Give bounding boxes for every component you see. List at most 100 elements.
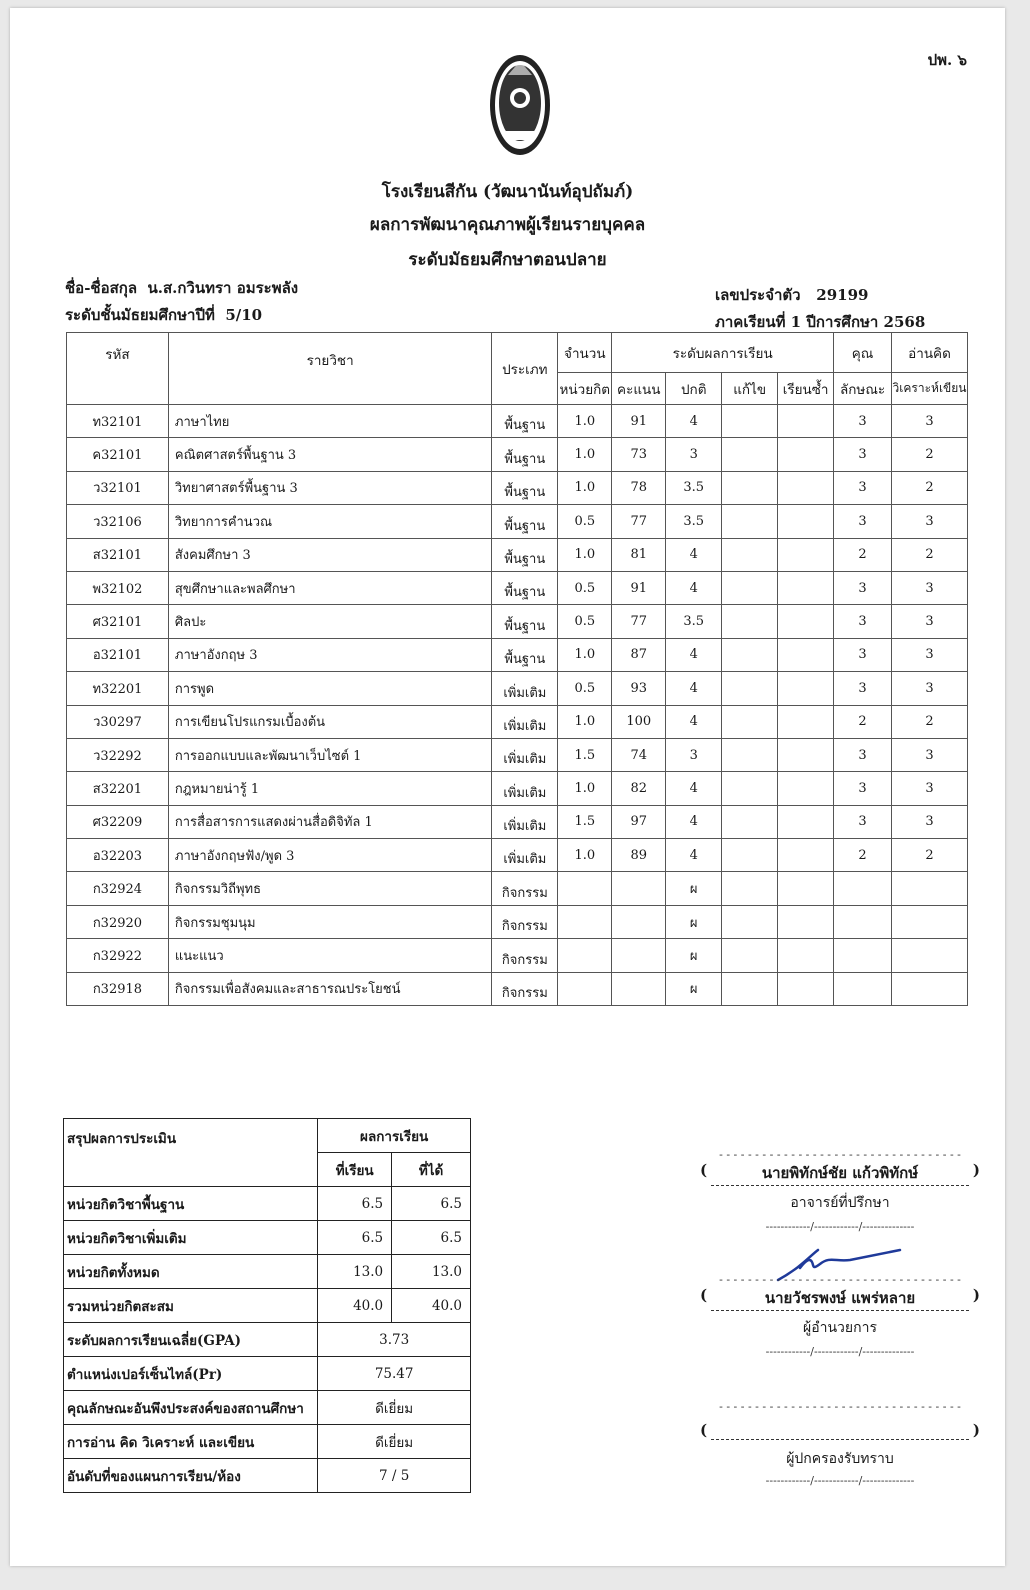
grade-row: ก32924 กิจกรรมวิถีพุทธ กิจกรรม ผ [66, 871, 968, 906]
grade-normal: 4 [665, 671, 723, 706]
header-reading-bottom: วิเคราะห์เขียน [891, 372, 968, 405]
credits-enrolled: 6.5 [317, 1186, 393, 1221]
director-signature-block: - - - - - - - - - - - - - - - - - - - - … [700, 1273, 980, 1358]
term-line: ภาคเรียนที่ 1 ปีการศึกษา 2568 [715, 313, 926, 331]
grade-fix [721, 737, 779, 773]
character-score: 3 [833, 504, 893, 539]
grade-fix [721, 971, 779, 1007]
grade-normal: ผ [665, 871, 723, 906]
course-type: พื้นฐาน [491, 537, 559, 572]
header-fix: แก้ไข [721, 372, 779, 405]
grade-normal: 3.5 [665, 470, 723, 506]
character-score: 3 [833, 737, 893, 773]
grade-row: ส32201 กฎหมายน่ารู้ 1 เพิ่มเติม 1.0 82 4 3 3 [66, 771, 968, 806]
course-code: ว30297 [66, 704, 169, 739]
course-type: พื้นฐาน [491, 504, 559, 539]
student-name: น.ส.กวินทรา อมระพลัง [147, 279, 299, 297]
grade-normal: 3.5 [665, 604, 723, 639]
parent-signature-block: - - - - - - - - - - - - - - - - - - - - … [700, 1400, 980, 1487]
credits-earned: 40.0 [391, 1288, 471, 1323]
summary-value: ดีเยี่ยม [317, 1390, 471, 1425]
advisor-date-line: ------------/------------/-------------- [765, 1220, 915, 1233]
header-result-group: ระดับผลการเรียน [611, 332, 835, 373]
grade-repeat [777, 604, 835, 639]
course-code: ส32201 [66, 771, 169, 806]
course-type: เพิ่มเติม [491, 771, 559, 806]
course-name: การพูด [167, 671, 493, 706]
summary-label: หน่วยกิตทั้งหมด [62, 1254, 319, 1289]
reading-score: 3 [891, 504, 968, 539]
grade-fix [721, 637, 779, 673]
grade-row: ศ32209 การสื่อสารการแสดงผ่านสื่อดิจิทัล 1… [66, 804, 968, 840]
summary-row: อันดับที่ของแผนการเรียน/ห้อง 7 / 5 [62, 1458, 471, 1493]
grade-normal: ผ [665, 971, 723, 1007]
credits-enrolled: 13.0 [317, 1254, 393, 1289]
course-code: อ32101 [66, 637, 169, 673]
course-name: ภาษาอังกฤษฟัง/พูด 3 [167, 838, 493, 873]
class-label: ระดับชั้นมัธยมศึกษาปีที่ [65, 306, 215, 324]
score: 91 [611, 570, 667, 606]
summary-label: ตำแหน่งเปอร์เซ็นไทล์(Pr) [62, 1356, 319, 1391]
reading-score: 3 [891, 637, 968, 673]
grade-normal: ผ [665, 938, 723, 973]
credits: 1.0 [557, 470, 613, 506]
score: 73 [611, 437, 667, 472]
course-name: สังคมศึกษา 3 [167, 537, 493, 572]
director-name: นายวัชรพงษ์ แพร่หลาย [711, 1286, 969, 1311]
course-type: เพิ่มเติม [491, 704, 559, 739]
credits: 1.0 [557, 704, 613, 739]
grade-row: ก32922 แนะแนว กิจกรรม ผ [66, 938, 968, 973]
grade-repeat [777, 771, 835, 806]
summary-label: ระดับผลการเรียนเฉลี่ย(GPA) [62, 1322, 319, 1357]
header-reading-top: อ่านคิด [891, 332, 968, 373]
reading-score: 3 [891, 737, 968, 773]
character-score: 2 [833, 838, 893, 873]
grade-row: ท32201 การพูด เพิ่มเติม 0.5 93 4 3 3 [66, 671, 968, 706]
school-name: โรงเรียนสีกัน (วัฒนานันท์อุปถัมภ์) [381, 182, 634, 202]
character-score: 3 [833, 637, 893, 673]
character-score: 2 [833, 537, 893, 572]
course-type: พื้นฐาน [491, 570, 559, 606]
header-code: รหัส [66, 332, 169, 405]
summary-credit-row: หน่วยกิตวิชาพื้นฐาน 6.5 6.5 [62, 1186, 471, 1221]
grade-row: อ32101 ภาษาอังกฤษ 3 พื้นฐาน 1.0 87 4 3 3 [66, 637, 968, 673]
grade-repeat [777, 737, 835, 773]
summary-label: หน่วยกิตวิชาพื้นฐาน [62, 1186, 319, 1221]
grade-normal: 3 [665, 737, 723, 773]
reading-score [891, 938, 968, 973]
course-code: ว32106 [66, 504, 169, 539]
grade-row: ส32101 สังคมศึกษา 3 พื้นฐาน 1.0 81 4 2 2 [66, 537, 968, 572]
score: 87 [611, 637, 667, 673]
advisor-name: นายพิทักษ์ชัย แก้วพิทักษ์ [711, 1161, 969, 1186]
credits: 0.5 [557, 604, 613, 639]
score: 82 [611, 771, 667, 806]
course-type: กิจกรรม [491, 871, 559, 906]
reading-score: 2 [891, 437, 968, 472]
grade-repeat [777, 804, 835, 840]
course-name: การเขียนโปรแกรมเบื้องต้น [167, 704, 493, 739]
grade-row: อ32203 ภาษาอังกฤษฟัง/พูด 3 เพิ่มเติม 1.0 89 4… [66, 838, 968, 873]
grade-fix [721, 570, 779, 606]
course-code: อ32203 [66, 838, 169, 873]
character-score: 3 [833, 570, 893, 606]
summary-results-header: ผลการเรียน [317, 1118, 471, 1153]
character-score [833, 904, 893, 940]
parent-role: ผู้ปกครองรับทราบ [786, 1451, 894, 1467]
course-code: ศ32209 [66, 804, 169, 840]
grade-row: ก32920 กิจกรรมชุมนุม กิจกรรม ผ [66, 904, 968, 940]
grade-normal: 4 [665, 838, 723, 873]
character-score: 3 [833, 771, 893, 806]
credits: 1.5 [557, 804, 613, 840]
grade-row: ว32106 วิทยาการคำนวณ พื้นฐาน 0.5 77 3.5 3 3 [66, 504, 968, 539]
grade-fix [721, 804, 779, 840]
grade-row: ค32101 คณิตศาสตร์พื้นฐาน 3 พื้นฐาน 1.0 73 3 3 2 [66, 437, 968, 472]
grade-repeat [777, 437, 835, 472]
course-name: ศิลปะ [167, 604, 493, 639]
summary-title: สรุปผลการประเมิน [62, 1118, 319, 1187]
reading-score: 2 [891, 838, 968, 873]
reading-score: 3 [891, 403, 968, 439]
student-name-line: ชื่อ-ชื่อสกุล น.ส.กวินทรา อมระพลัง [65, 276, 298, 300]
course-code: ว32292 [66, 737, 169, 773]
character-score [833, 871, 893, 906]
summary-credit-row: หน่วยกิตทั้งหมด 13.0 13.0 [62, 1254, 471, 1289]
